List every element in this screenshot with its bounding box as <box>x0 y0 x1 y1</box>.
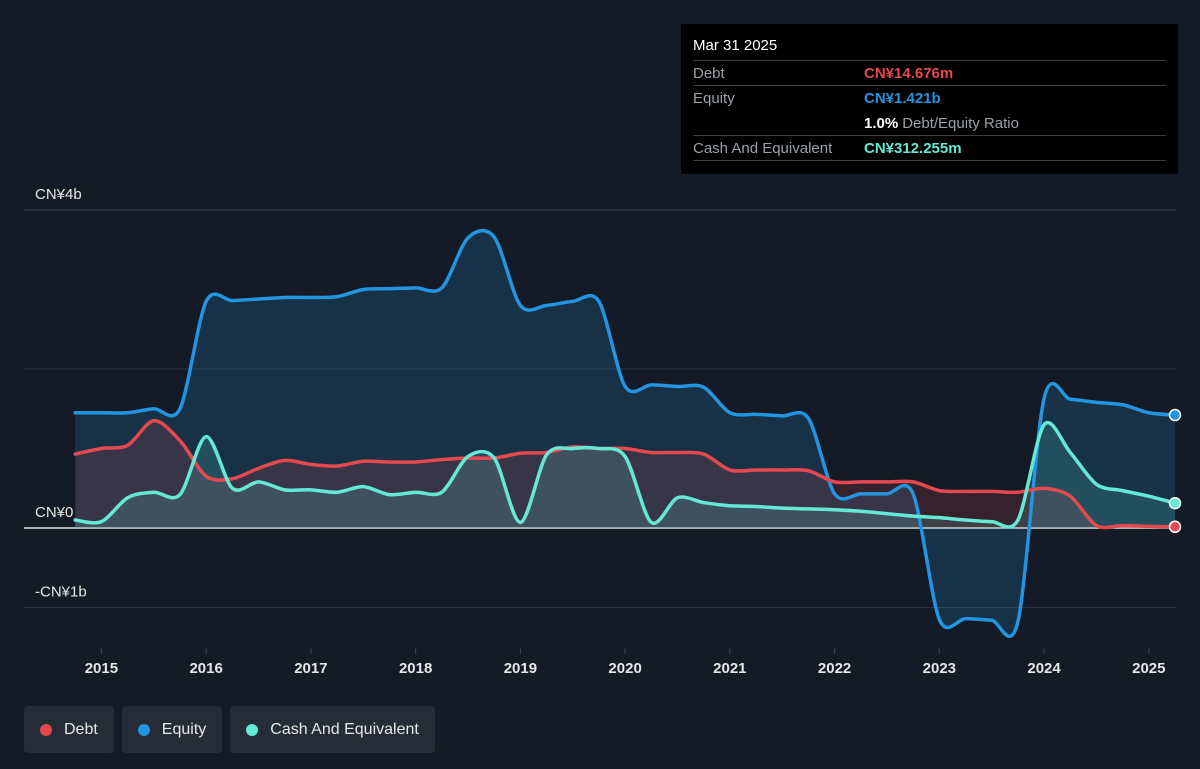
legend-item-debt[interactable]: Debt <box>24 706 114 753</box>
legend-item-cash[interactable]: Cash And Equivalent <box>230 706 435 753</box>
tooltip-ratio-row: 1.0% Debt/Equity Ratio <box>693 110 1166 135</box>
end-marker-cash-and-equivalent <box>1168 496 1182 510</box>
series-end-markers <box>1168 408 1182 534</box>
legend-label-equity: Equity <box>161 720 207 738</box>
line-debt <box>73 418 1177 530</box>
area-cash-and-equivalent <box>75 422 1176 528</box>
x-tick-label: 2021 <box>713 660 746 677</box>
line-equity <box>73 229 1177 639</box>
x-tick-label: 2024 <box>1027 660 1061 677</box>
axis-labels: CN¥4b CN¥0 -CN¥1b 2015 2016 2017 2018 2019 2020 2… <box>35 186 1166 677</box>
tooltip-equity-value: CN¥1.421b <box>864 89 941 107</box>
end-marker-equity <box>1168 408 1182 422</box>
tooltip-debt-label: Debt <box>693 64 725 82</box>
end-marker-debt <box>1168 520 1182 534</box>
tooltip-debt-value: CN¥14.676m <box>864 64 954 82</box>
x-tick-label: 2020 <box>608 660 641 677</box>
tooltip-cash-row: Cash And Equivalent CN¥312.255m <box>693 135 1166 161</box>
cash-dot-icon <box>246 723 259 736</box>
legend-label-cash: Cash And Equivalent <box>270 720 419 738</box>
x-tick-label: 2016 <box>189 660 222 677</box>
equity-dot-icon <box>137 723 150 736</box>
tooltip-cash-value: CN¥312.255m <box>864 139 962 157</box>
x-tick-label: 2019 <box>504 660 537 677</box>
x-tick-label: 2022 <box>818 660 851 677</box>
debt-equity-chart: CN¥4b CN¥0 -CN¥1b 2015 2016 2017 2018 2019 2020 2… <box>24 186 1182 677</box>
legend-item-equity[interactable]: Equity <box>121 706 223 753</box>
tooltip-equity-label: Equity <box>693 89 735 107</box>
hover-tooltip: Mar 31 2025 Debt CN¥14.676m Equity CN¥1.… <box>681 24 1178 174</box>
chart-legend: Debt Equity Cash And Equivalent <box>24 706 435 753</box>
area-debt <box>75 420 1176 528</box>
y-tick-label: CN¥0 <box>35 504 73 521</box>
y-tick-label: CN¥4b <box>35 186 82 203</box>
line-cash-and-equivalent <box>73 420 1177 529</box>
area-equity <box>75 230 1176 637</box>
x-tick-label: 2025 <box>1132 660 1165 677</box>
debt-dot-icon <box>40 723 52 736</box>
tooltip-ratio-value: 1.0% <box>864 114 899 132</box>
x-tick-label: 2015 <box>85 660 118 677</box>
series-areas <box>75 230 1176 637</box>
y-tick-label: -CN¥1b <box>35 584 87 601</box>
tooltip-ratio-label: Debt/Equity Ratio <box>902 114 1019 132</box>
tooltip-debt-row: Debt CN¥14.676m <box>693 60 1166 85</box>
x-tick-label: 2023 <box>923 660 956 677</box>
tooltip-cash-label: Cash And Equivalent <box>693 139 833 157</box>
tooltip-date: Mar 31 2025 <box>693 37 778 54</box>
legend-label-debt: Debt <box>64 720 98 738</box>
tooltip-equity-row: Equity CN¥1.421b <box>693 85 1166 110</box>
grid-lines <box>24 209 1176 608</box>
x-tick-label: 2018 <box>399 660 432 677</box>
series-lines <box>73 229 1177 639</box>
x-tick-label: 2017 <box>294 660 327 677</box>
